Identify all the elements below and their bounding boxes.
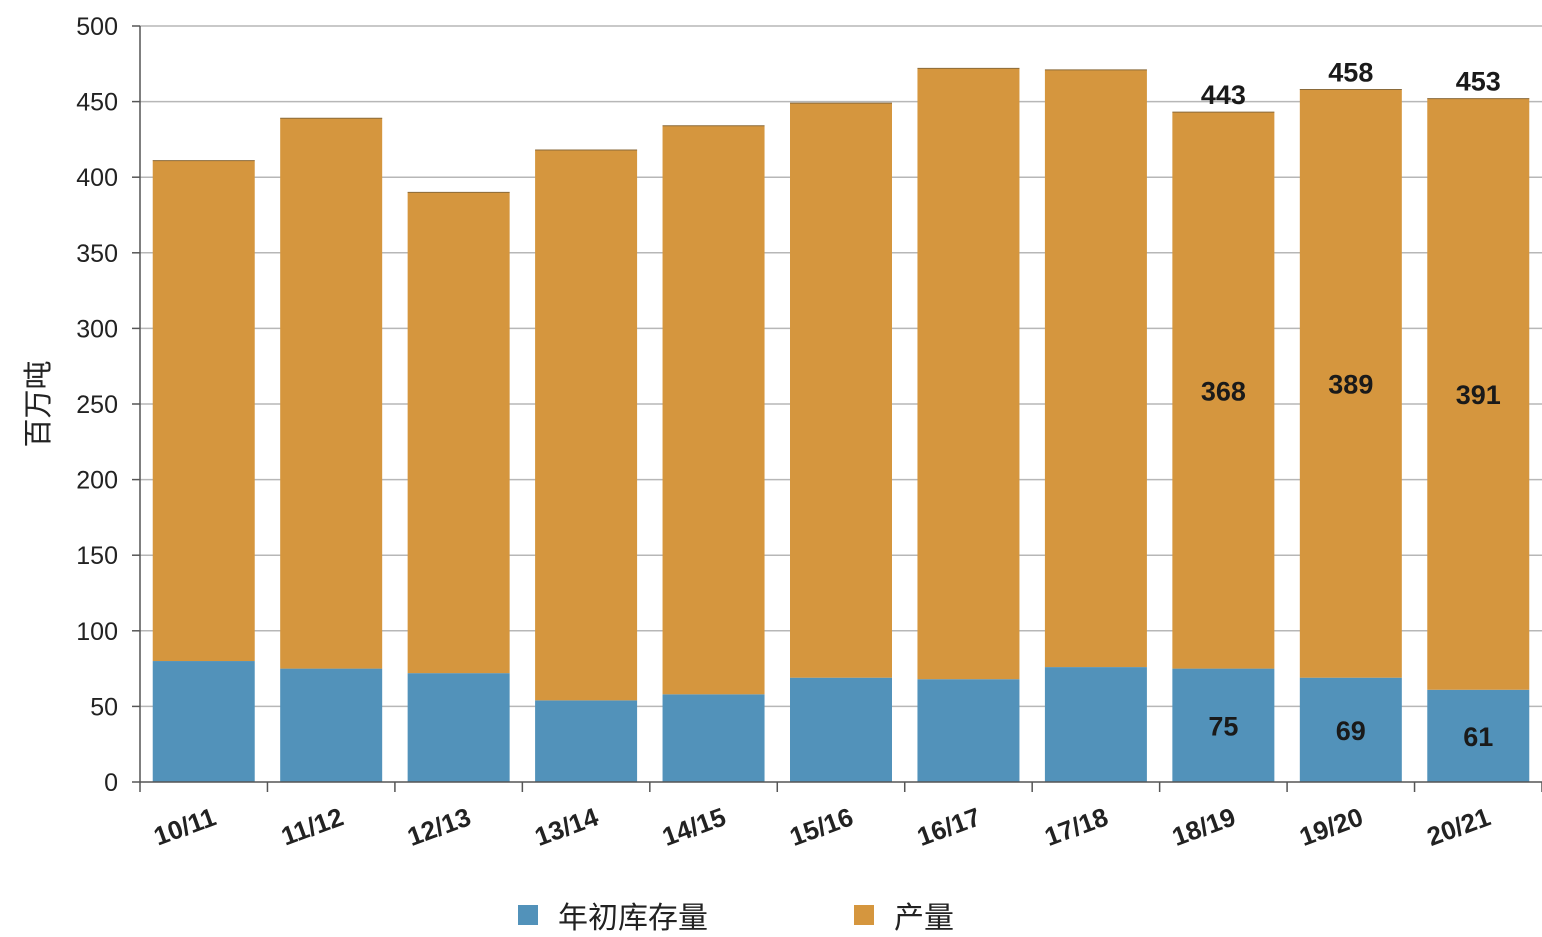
y-tick-label: 500	[76, 13, 118, 41]
bars	[152, 67, 1530, 782]
x-tick-label: 14/15	[658, 801, 729, 851]
bar-stock-11-12	[280, 668, 383, 782]
bar-stock-12-13	[407, 673, 510, 782]
bar-stock-16-17	[917, 679, 1020, 782]
x-tick-label: 16/17	[913, 801, 984, 851]
bar-production-10-11	[152, 160, 255, 662]
bar-stock-15-16	[790, 677, 892, 782]
x-tick-labels: 10/11 11/12 12/13 13/14 14/15 15/16 16/17 17/18…	[150, 801, 1495, 852]
x-tick-label: 17/18	[1041, 801, 1112, 851]
bar-stock-13-14	[535, 700, 638, 782]
bar-production-20-21	[1427, 98, 1530, 690]
legend-item-production: 产量	[854, 893, 954, 937]
data-label-stock: 75	[1208, 711, 1238, 741]
bar-production-16-17	[917, 68, 1020, 680]
axes	[132, 25, 1542, 792]
x-tick-label: 15/16	[786, 801, 857, 851]
bar-production-19-20	[1299, 89, 1402, 678]
bar-production-14-15	[662, 125, 765, 695]
bar-stock-10-11	[152, 661, 255, 782]
x-tick-label: 10/11	[150, 801, 220, 851]
data-label-stock: 69	[1336, 716, 1366, 746]
y-tick-label: 50	[90, 693, 118, 721]
y-tick-label: 0	[104, 769, 118, 797]
y-tick-labels: 0 50 100 150 200 250 300 350 400 450 500	[76, 13, 118, 797]
data-label-total: 443	[1201, 80, 1246, 110]
y-tick-label: 350	[76, 240, 118, 268]
y-axis-label: 百万吨	[21, 360, 55, 447]
bar-stock-17-18	[1044, 667, 1147, 782]
data-label-production: 391	[1456, 380, 1501, 410]
x-tick-label: 11/12	[277, 801, 347, 851]
x-tick-label: 19/20	[1295, 801, 1366, 851]
data-label-production: 368	[1201, 376, 1246, 406]
bar-stock-20-21	[1427, 689, 1530, 782]
bar-production-11-12	[280, 118, 383, 669]
bar-production-12-13	[407, 192, 510, 674]
bar-stock-18-19	[1172, 668, 1275, 782]
legend-label-production: 产量	[894, 901, 954, 936]
bar-production-13-14	[535, 149, 638, 701]
bar-stock-19-20	[1299, 677, 1402, 782]
bar-production-18-19	[1172, 112, 1275, 669]
x-tick-label: 13/14	[531, 801, 603, 852]
y-tick-label: 200	[76, 467, 118, 495]
bar-stock-14-15	[662, 694, 765, 782]
legend-swatch-stock	[518, 905, 538, 925]
x-tick-label: 20/21	[1423, 801, 1494, 851]
data-label-total: 453	[1456, 67, 1501, 97]
stacked-bar-chart: 0 50 100 150 200 250 300 350 400 450 500 10/11 11/1…	[21, 13, 1542, 852]
x-tick-label: 18/19	[1168, 801, 1239, 851]
legend-label-stock: 年初库存量	[558, 901, 708, 936]
legend-item-stock: 年初库存量	[518, 893, 708, 937]
y-tick-label: 100	[76, 618, 118, 646]
legend: 年初库存量 产量	[0, 893, 1542, 936]
y-tick-label: 450	[76, 89, 118, 117]
y-tick-label: 250	[76, 391, 118, 419]
bar-production-17-18	[1044, 69, 1147, 668]
legend-swatch-production	[854, 905, 874, 925]
bar-production-15-16	[790, 103, 892, 678]
data-label-production: 389	[1328, 370, 1373, 400]
data-labels: 75 368 443 69 389 458 61 391 453	[1201, 58, 1501, 752]
data-label-total: 458	[1328, 58, 1373, 88]
x-tick-label: 12/13	[403, 801, 474, 851]
y-tick-label: 300	[76, 315, 118, 343]
y-tick-label: 400	[76, 164, 118, 192]
y-tick-label: 150	[76, 542, 118, 570]
data-label-stock: 61	[1463, 722, 1493, 752]
